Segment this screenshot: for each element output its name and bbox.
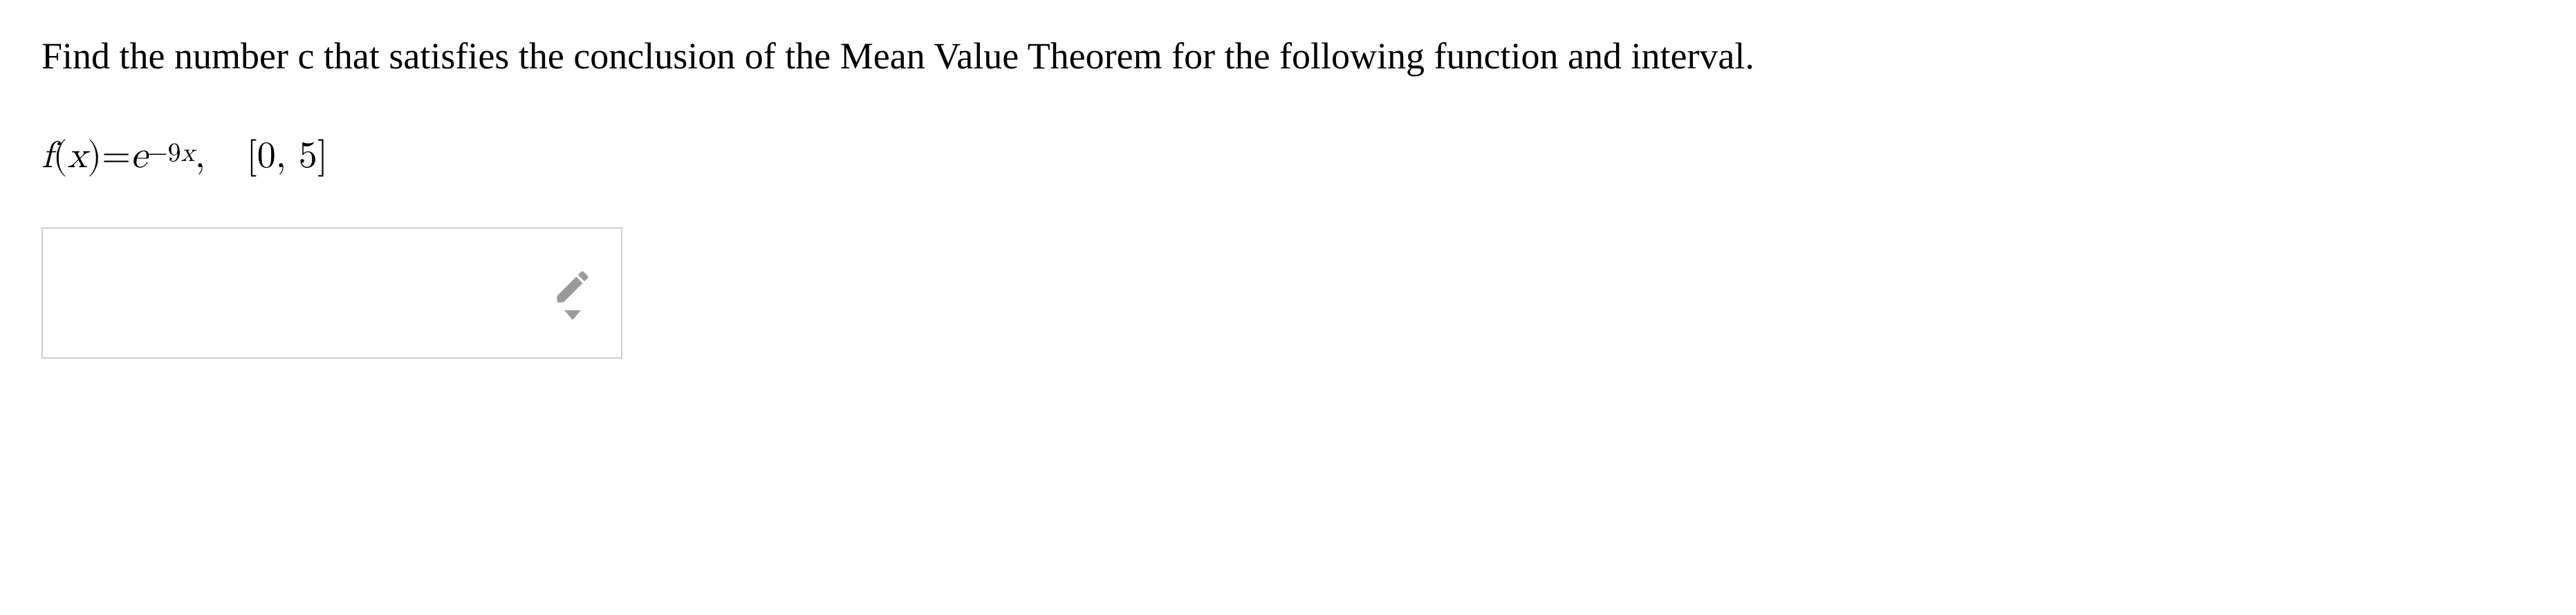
formula-close-paren: ) (87, 134, 102, 179)
formula-comma: , (195, 134, 205, 179)
pencil-icon (552, 266, 593, 308)
exp-var: x (181, 140, 195, 167)
formula-var-x: x (68, 134, 88, 179)
question-page: Find the number c that satisfies the con… (0, 0, 2576, 386)
formula-base-e: e (131, 134, 147, 179)
exp-minus: − (147, 140, 168, 167)
exp-coef: 9 (168, 140, 181, 167)
formula-interval: [0, 5] (247, 134, 328, 179)
equation-editor-button[interactable] (552, 266, 593, 320)
question-prompt: Find the number c that satisfies the con… (41, 28, 2393, 86)
formula-exponent: −9x (147, 138, 195, 169)
formula-open-paren: ( (53, 134, 68, 179)
formula-fname: f (41, 134, 53, 179)
caret-down-icon (564, 310, 581, 320)
formula-equals: = (102, 134, 131, 179)
formula-row: f(x) = e−9x, [0, 5] (41, 134, 2535, 179)
answer-input[interactable] (43, 229, 621, 357)
answer-box[interactable] (41, 227, 622, 359)
